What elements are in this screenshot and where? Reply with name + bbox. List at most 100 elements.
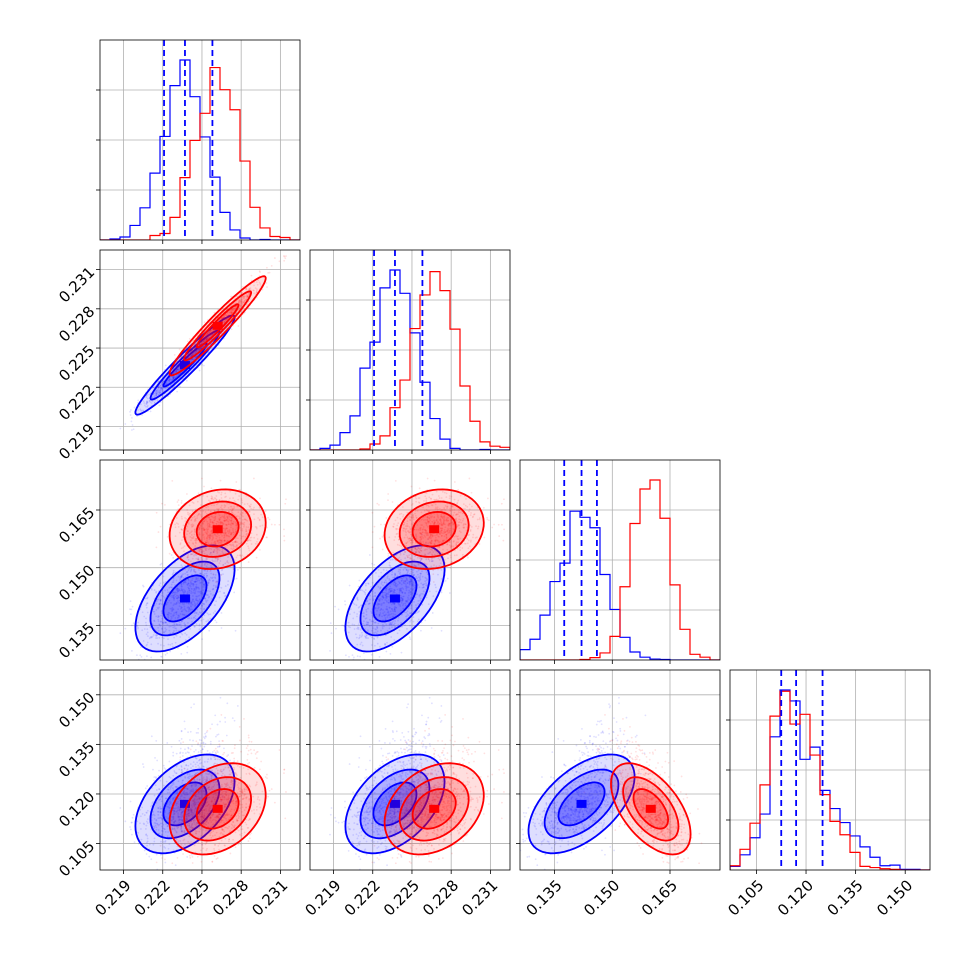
- scatter-point: [167, 638, 169, 641]
- scatter-point: [245, 298, 248, 301]
- scatter-point: [198, 628, 201, 631]
- scatter-point: [186, 645, 189, 648]
- scatter-point: [206, 522, 209, 525]
- scatter-point: [195, 576, 198, 579]
- scatter-point: [234, 540, 237, 542]
- scatter-point: [268, 271, 271, 274]
- scatter-point: [424, 554, 427, 557]
- scatter-point: [209, 518, 212, 521]
- scatter-point: [433, 498, 436, 501]
- scatter-point: [220, 612, 223, 614]
- scatter-point: [230, 328, 233, 331]
- scatter-point: [245, 288, 248, 291]
- scatter-point: [177, 601, 180, 604]
- scatter-point: [157, 607, 160, 610]
- scatter-point: [246, 295, 249, 297]
- scatter-point: [356, 627, 358, 630]
- scatter-point: [217, 512, 220, 515]
- scatter-point: [433, 523, 436, 526]
- scatter-point: [173, 623, 176, 626]
- scatter-point: [124, 627, 127, 630]
- scatter-point: [243, 301, 246, 304]
- scatter-point: [172, 376, 174, 378]
- scatter-point: [393, 580, 396, 583]
- scatter-point: [230, 311, 233, 313]
- scatter-point: [188, 608, 191, 610]
- scatter-point: [411, 502, 414, 505]
- scatter-point: [191, 579, 193, 582]
- scatter-point: [357, 623, 360, 626]
- scatter-point: [408, 636, 411, 639]
- scatter-point: [201, 591, 204, 594]
- scatter-point: [397, 538, 400, 541]
- scatter-point: [419, 529, 422, 532]
- scatter-point: [196, 539, 199, 541]
- scatter-point: [195, 350, 198, 353]
- scatter-point: [146, 602, 149, 604]
- scatter-point: [171, 609, 173, 612]
- scatter-point: [196, 334, 199, 337]
- scatter-point: [193, 587, 196, 590]
- scatter-point: [143, 402, 146, 404]
- scatter-point: [388, 627, 391, 630]
- scatter-point: [146, 596, 149, 599]
- scatter-point: [190, 568, 193, 571]
- scatter-point: [388, 561, 391, 564]
- scatter-point: [443, 523, 445, 526]
- scatter-point: [206, 563, 209, 565]
- scatter-point: [426, 518, 429, 521]
- scatter-point: [372, 599, 375, 602]
- scatter-point: [209, 330, 212, 332]
- scatter-point: [170, 612, 172, 615]
- scatter-point: [242, 523, 245, 525]
- scatter-point: [215, 557, 218, 560]
- scatter-point: [344, 603, 347, 606]
- scatter-point: [186, 525, 189, 528]
- scatter-point: [157, 391, 160, 393]
- scatter-point: [232, 522, 235, 525]
- scatter-point: [395, 582, 397, 585]
- scatter-point: [190, 608, 192, 611]
- scatter-point: [247, 300, 250, 303]
- scatter-point: [196, 349, 199, 352]
- scatter-point: [458, 518, 460, 521]
- scatter-point: [170, 384, 172, 386]
- scatter-point: [389, 585, 392, 588]
- scatter-point: [266, 286, 268, 288]
- scatter-point: [211, 559, 214, 562]
- scatter-point: [193, 625, 196, 628]
- scatter-point: [398, 590, 401, 592]
- scatter-point: [215, 535, 217, 537]
- scatter-point: [193, 580, 196, 583]
- scatter-point: [200, 527, 203, 530]
- scatter-point: [370, 611, 373, 614]
- scatter-point: [192, 353, 194, 356]
- scatter-point: [376, 627, 379, 630]
- scatter-point: [389, 565, 392, 567]
- scatter-point: [225, 534, 228, 536]
- scatter-point: [415, 534, 417, 537]
- scatter-point: [198, 591, 201, 593]
- scatter-point: [207, 528, 210, 530]
- scatter-point: [131, 424, 134, 426]
- scatter-point: [441, 524, 443, 527]
- scatter-point: [180, 528, 183, 531]
- scatter-point: [230, 309, 233, 312]
- scatter-point: [466, 538, 469, 540]
- scatter-point: [424, 580, 427, 583]
- scatter-point: [405, 585, 408, 588]
- scatter-point: [202, 494, 204, 497]
- scatter-point: [165, 621, 167, 624]
- scatter-point: [411, 541, 414, 544]
- scatter-point: [382, 596, 385, 599]
- scatter-point: [216, 540, 219, 543]
- scatter-point: [214, 577, 217, 580]
- scatter-point: [406, 614, 408, 617]
- scatter-point: [349, 626, 351, 629]
- scatter-point: [393, 584, 396, 586]
- scatter-point: [210, 329, 213, 332]
- scatter-point: [187, 522, 190, 525]
- scatter-point: [377, 598, 380, 601]
- scatter-point: [191, 542, 194, 544]
- scatter-point: [212, 522, 215, 524]
